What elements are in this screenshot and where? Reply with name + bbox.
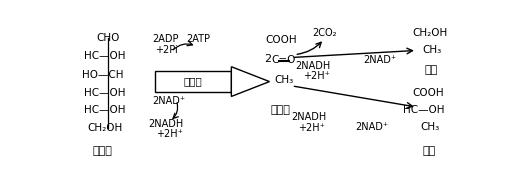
Text: 2NADH: 2NADH: [148, 119, 183, 129]
Text: 葡萄糖: 葡萄糖: [93, 146, 113, 156]
Text: HO—CH: HO—CH: [82, 70, 124, 79]
Polygon shape: [155, 71, 232, 92]
Text: COOH: COOH: [266, 36, 297, 45]
Text: HC—OH: HC—OH: [84, 51, 126, 61]
Text: CH₂OH: CH₂OH: [87, 123, 123, 133]
Text: 乳酸: 乳酸: [423, 146, 436, 156]
Text: 丙酮酸: 丙酮酸: [271, 105, 291, 115]
Text: 2NADH: 2NADH: [295, 61, 330, 71]
Text: HC—OH: HC—OH: [84, 105, 126, 115]
Text: 2NAD⁺: 2NAD⁺: [363, 55, 396, 65]
Text: 2NADH: 2NADH: [291, 112, 326, 122]
Text: 2: 2: [264, 54, 271, 64]
Text: CH₃: CH₃: [275, 75, 294, 85]
Text: 2ADP: 2ADP: [153, 34, 179, 44]
Text: 2CO₂: 2CO₂: [313, 28, 337, 38]
Text: CH₂OH: CH₂OH: [412, 28, 448, 38]
Text: HC—OH: HC—OH: [84, 88, 126, 98]
Text: 2ATP: 2ATP: [186, 34, 210, 44]
Text: +2H⁺: +2H⁺: [298, 123, 325, 133]
Text: +2H⁺: +2H⁺: [303, 71, 329, 81]
Text: COOH: COOH: [412, 88, 444, 98]
Text: +2Pi: +2Pi: [155, 45, 178, 55]
Text: +2H⁺: +2H⁺: [156, 129, 182, 139]
Text: 糖酵解: 糖酵解: [183, 77, 202, 87]
Polygon shape: [232, 67, 269, 96]
Text: C=O: C=O: [271, 55, 295, 65]
Text: 乙醇: 乙醇: [424, 65, 438, 75]
Text: CH₃: CH₃: [423, 45, 442, 55]
Text: 2NAD⁺: 2NAD⁺: [152, 96, 185, 106]
Text: CHO: CHO: [96, 33, 120, 43]
Text: 2NAD⁺: 2NAD⁺: [355, 122, 388, 132]
Text: HC—OH: HC—OH: [404, 105, 445, 115]
Text: CH₃: CH₃: [421, 122, 440, 132]
